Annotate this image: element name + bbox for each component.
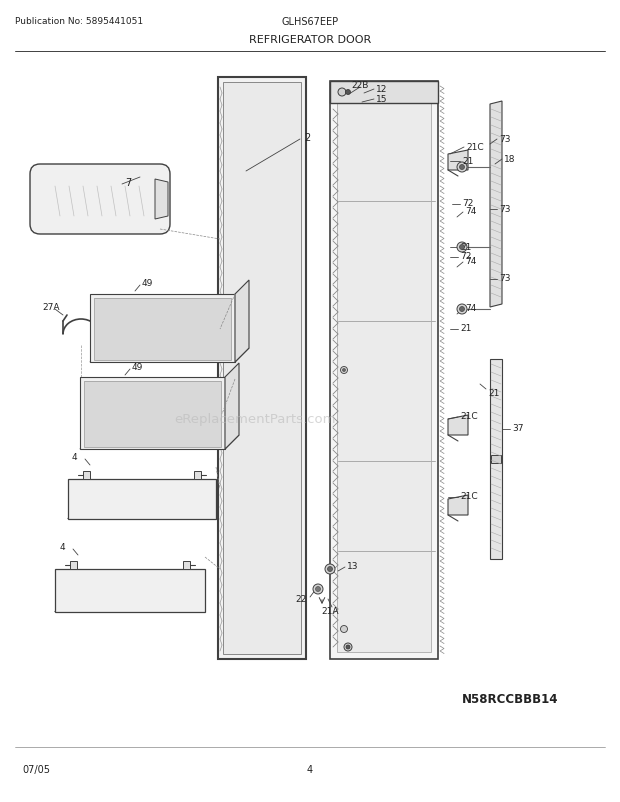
Circle shape [457, 163, 467, 172]
Text: 15: 15 [376, 95, 388, 103]
Text: REFRIGERATOR DOOR: REFRIGERATOR DOOR [249, 35, 371, 45]
Bar [223, 83, 301, 654]
Polygon shape [84, 382, 221, 448]
Text: GLHS67EEP: GLHS67EEP [281, 17, 339, 27]
Text: 2: 2 [304, 133, 310, 143]
Text: Publication No: 5895441051: Publication No: 5895441051 [15, 18, 143, 26]
Circle shape [342, 369, 345, 372]
Text: 74: 74 [465, 207, 476, 217]
Text: N58RCCBBB14: N58RCCBBB14 [462, 693, 558, 706]
Text: 7: 7 [125, 178, 131, 188]
Text: 74: 74 [465, 304, 476, 313]
Polygon shape [235, 281, 249, 363]
Circle shape [325, 565, 335, 574]
Circle shape [459, 165, 464, 170]
Polygon shape [155, 180, 168, 220]
Text: 49: 49 [132, 363, 143, 372]
Circle shape [340, 626, 347, 633]
Text: 07/05: 07/05 [22, 764, 50, 774]
Bar [490, 359, 502, 559]
Circle shape [459, 307, 464, 312]
Circle shape [338, 89, 346, 97]
Polygon shape [225, 363, 239, 449]
Text: 21: 21 [460, 242, 471, 251]
Polygon shape [183, 561, 190, 569]
Text: 21C: 21C [460, 492, 477, 501]
Bar [337, 89, 431, 652]
Polygon shape [80, 378, 225, 449]
Circle shape [344, 643, 352, 651]
Circle shape [313, 585, 323, 594]
FancyBboxPatch shape [30, 164, 170, 235]
Polygon shape [448, 151, 468, 171]
Text: 21: 21 [462, 156, 474, 165]
Polygon shape [68, 480, 216, 520]
Circle shape [345, 91, 350, 95]
Text: 73: 73 [499, 134, 510, 144]
Polygon shape [90, 349, 249, 363]
Circle shape [340, 367, 347, 374]
Text: 74: 74 [465, 257, 476, 266]
Polygon shape [90, 294, 235, 363]
Polygon shape [83, 472, 90, 480]
Text: 4: 4 [60, 543, 66, 552]
Text: 21C: 21C [460, 412, 477, 421]
Polygon shape [448, 496, 468, 516]
Text: 21A: 21A [321, 607, 339, 616]
Circle shape [457, 305, 467, 314]
Polygon shape [448, 415, 468, 435]
Polygon shape [80, 435, 239, 449]
Polygon shape [194, 472, 201, 480]
Bar [330, 82, 438, 104]
Polygon shape [490, 102, 502, 308]
Text: 22B: 22B [352, 81, 369, 91]
Circle shape [457, 243, 467, 253]
Bar [491, 456, 501, 464]
Text: 22: 22 [296, 595, 307, 604]
Circle shape [316, 587, 321, 592]
Text: 21C: 21C [466, 142, 484, 152]
Text: 4: 4 [307, 764, 313, 774]
Text: eReplacementParts.com: eReplacementParts.com [174, 413, 336, 426]
Text: 27A: 27A [42, 303, 60, 312]
Text: 73: 73 [499, 274, 510, 283]
Bar [218, 78, 306, 659]
Circle shape [459, 245, 464, 250]
Bar [330, 82, 438, 659]
Circle shape [346, 645, 350, 649]
Text: 73: 73 [499, 205, 510, 213]
Text: 21: 21 [488, 389, 499, 398]
Text: 49: 49 [142, 279, 153, 288]
Text: 72: 72 [462, 199, 474, 209]
Text: 18: 18 [504, 154, 515, 164]
Text: 72: 72 [460, 252, 471, 261]
Text: 13: 13 [347, 561, 358, 571]
Text: 12: 12 [376, 84, 388, 93]
Text: 21: 21 [460, 324, 471, 333]
Text: 37: 37 [512, 424, 523, 433]
Text: 4: 4 [72, 453, 78, 462]
Polygon shape [70, 561, 77, 569]
Polygon shape [55, 569, 205, 612]
Polygon shape [94, 298, 231, 361]
Circle shape [327, 567, 332, 572]
